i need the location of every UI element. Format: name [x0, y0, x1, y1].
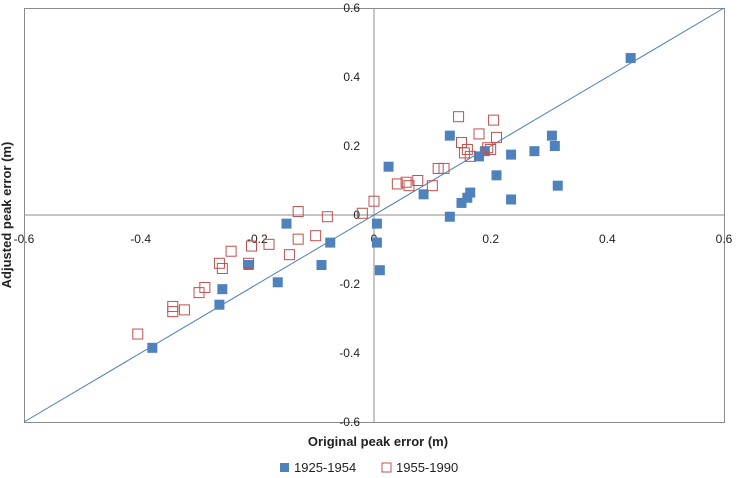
legend-marker	[280, 463, 289, 472]
data-point	[549, 141, 560, 151]
x-tick-label: -0.4	[130, 232, 151, 246]
data-point	[456, 197, 467, 208]
data-point	[418, 189, 429, 200]
data-point	[383, 161, 394, 172]
legend: 1925-1954 1955-1990	[280, 460, 458, 475]
data-point	[438, 162, 450, 174]
one-to-one-line	[23, 7, 725, 423]
y-tick-label: -0.2	[339, 277, 360, 291]
data-point	[482, 142, 494, 154]
y-tick-label: 0.4	[343, 70, 360, 84]
data-point	[371, 237, 382, 248]
data-point	[488, 114, 500, 126]
data-point	[465, 187, 476, 198]
legend-label: 1925-1954	[294, 460, 356, 475]
data-point	[506, 194, 517, 205]
data-point	[132, 328, 144, 340]
data-point	[246, 240, 257, 252]
data-point	[292, 206, 304, 218]
data-point	[214, 299, 225, 310]
legend-label: 1955-1990	[396, 460, 458, 475]
data-point	[374, 265, 385, 276]
data-point	[216, 262, 228, 274]
x-tick-label: -0.2	[247, 232, 268, 246]
data-points	[132, 53, 636, 353]
data-point	[283, 249, 295, 261]
data-point	[225, 245, 237, 257]
y-axis-title: Adjusted peak error (m)	[0, 142, 14, 289]
data-point	[552, 180, 563, 191]
data-point	[529, 146, 540, 157]
data-point	[412, 175, 424, 186]
data-point	[479, 146, 490, 157]
data-point	[167, 306, 179, 318]
data-point	[243, 257, 255, 269]
data-point	[461, 143, 473, 155]
data-point	[281, 218, 292, 229]
data-point	[368, 195, 380, 207]
data-point	[263, 238, 275, 250]
data-point	[485, 143, 497, 155]
data-point	[321, 211, 333, 223]
data-point	[491, 131, 502, 143]
data-point	[458, 147, 470, 159]
data-point	[625, 53, 636, 64]
data-point	[491, 170, 502, 181]
series-2	[132, 111, 502, 340]
data-point	[272, 277, 283, 288]
data-point	[426, 180, 438, 192]
data-point	[400, 176, 412, 188]
data-point	[453, 111, 465, 123]
y-tick-label: 0.2	[343, 139, 360, 153]
data-point	[325, 237, 336, 248]
y-tick-labels: 0.6 0.4 0.2 0 -0.2 -0.4 -0.6	[339, 1, 360, 429]
y-tick-label: -0.4	[339, 346, 360, 360]
series-1	[147, 53, 636, 353]
data-point	[292, 233, 304, 245]
legend-marker	[381, 462, 392, 473]
x-tick-label: 0.4	[599, 232, 616, 246]
y-tick-label: 0	[353, 208, 360, 222]
data-point	[444, 211, 455, 222]
data-point	[217, 284, 228, 295]
data-point	[316, 260, 327, 271]
x-tick-label: 0.2	[482, 232, 499, 246]
data-point	[444, 130, 455, 141]
data-point	[243, 260, 254, 271]
data-point	[474, 151, 484, 162]
data-point	[199, 281, 211, 293]
data-point	[356, 207, 368, 219]
data-point	[147, 342, 158, 353]
y-tick-label: -0.6	[339, 415, 360, 429]
data-point	[473, 128, 485, 140]
data-point	[464, 150, 476, 162]
data-point	[391, 178, 403, 190]
data-point	[178, 304, 190, 316]
data-point	[506, 149, 517, 160]
data-point	[546, 130, 557, 141]
y-tick-label: 0.6	[343, 1, 360, 15]
data-point	[462, 192, 473, 203]
data-point	[371, 218, 382, 229]
x-tick-label: -0.6	[14, 232, 35, 246]
x-tick-label: 0.6	[716, 232, 733, 246]
data-point	[310, 230, 322, 242]
x-axis-title: Original peak error (m)	[308, 434, 448, 449]
data-point	[432, 162, 444, 174]
